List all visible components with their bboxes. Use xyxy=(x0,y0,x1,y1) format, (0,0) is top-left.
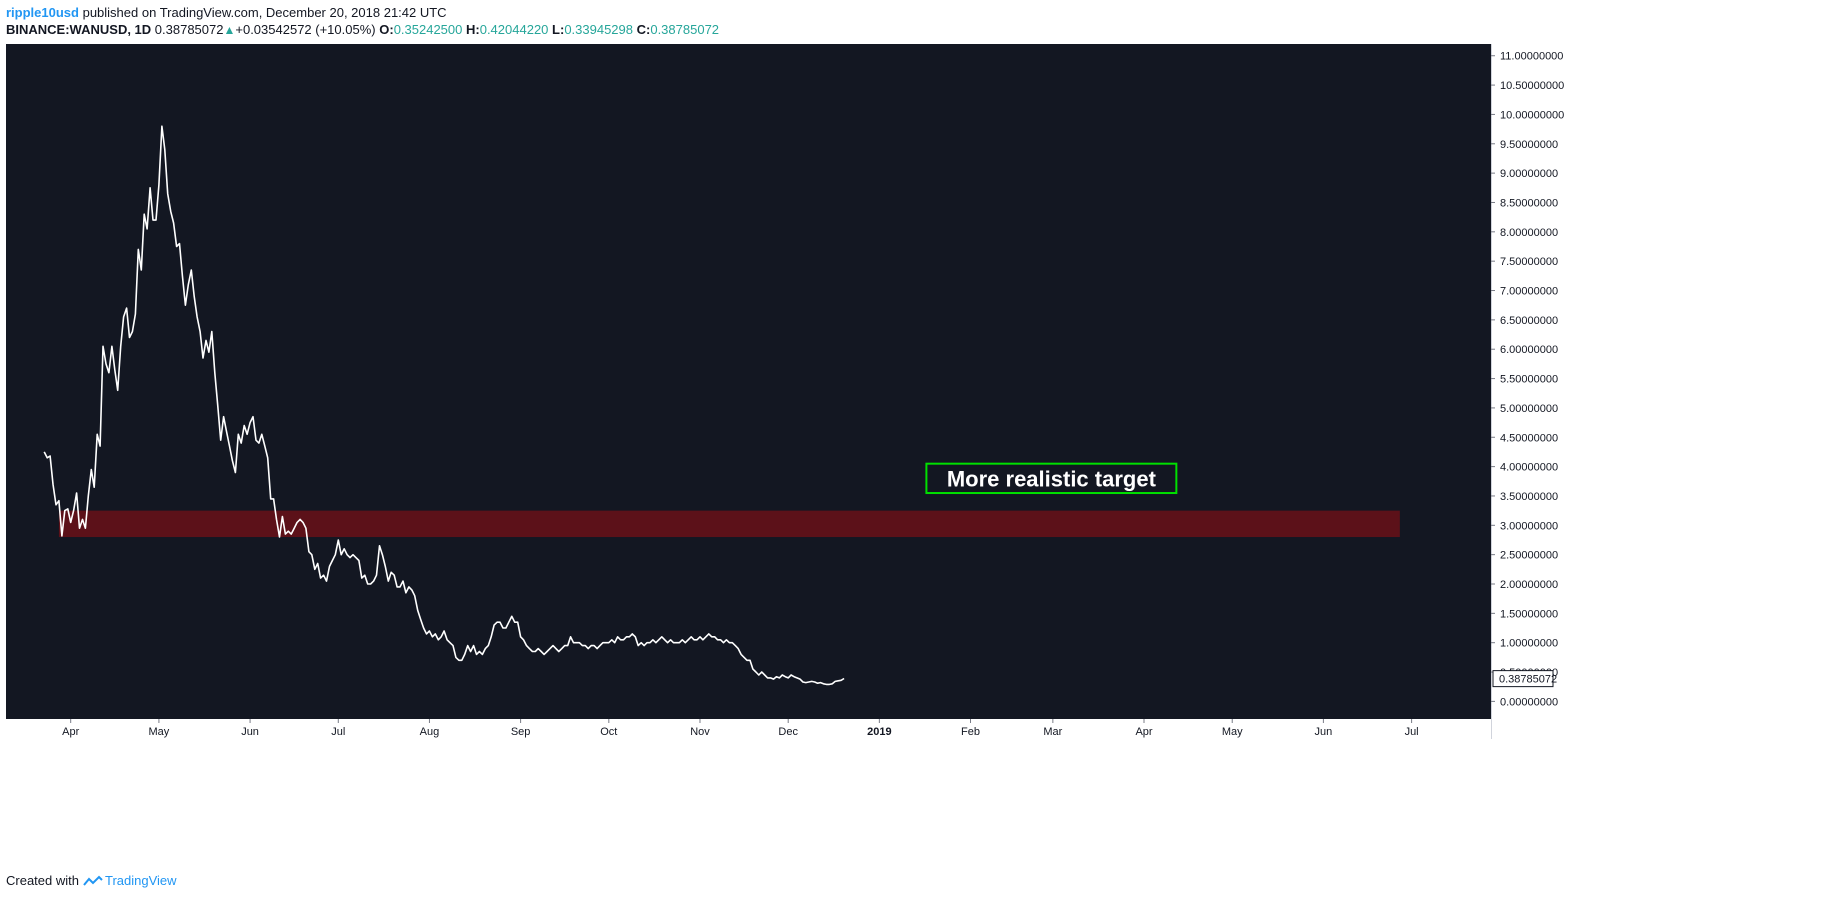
plot-background xyxy=(6,44,1491,719)
y-tick-label: 7.00000000 xyxy=(1500,286,1558,298)
x-tick-label: Jul xyxy=(331,726,345,738)
author-link[interactable]: ripple10usd xyxy=(6,5,79,20)
y-tick-label: 5.00000000 xyxy=(1500,403,1558,415)
x-tick-label: Jul xyxy=(1405,726,1419,738)
created-with-text: Created with xyxy=(6,873,79,888)
x-tick-label: Aug xyxy=(420,726,440,738)
close-value: 0.38785072 xyxy=(650,22,720,37)
x-tick-label: Apr xyxy=(62,726,79,738)
symbol-label: BINANCE:WANUSD, 1D xyxy=(6,22,152,37)
y-tick-label: 6.50000000 xyxy=(1500,315,1558,327)
y-tick-label: 6.00000000 xyxy=(1500,344,1558,356)
chart-area[interactable]: More realistic target 0.000000000.500000… xyxy=(6,44,1824,862)
y-tick-label: 2.00000000 xyxy=(1500,579,1558,591)
x-tick-label: Nov xyxy=(690,726,710,738)
y-tick-label: 1.50000000 xyxy=(1500,608,1558,620)
x-tick-label: Dec xyxy=(778,726,798,738)
y-tick-label: 9.50000000 xyxy=(1500,139,1558,151)
y-tick-label: 1.00000000 xyxy=(1500,638,1558,650)
change-value: +0.03542572 (+10.05%) xyxy=(235,22,376,37)
y-tick-label: 4.50000000 xyxy=(1500,432,1558,444)
y-tick-label: 5.50000000 xyxy=(1500,374,1558,386)
x-tick-label: Mar xyxy=(1043,726,1062,738)
last-value-badge xyxy=(1492,670,1554,688)
annotation-text: More realistic target xyxy=(947,466,1157,491)
chart-header: ripple10usd published on TradingView.com… xyxy=(6,4,1816,39)
x-tick-label: Feb xyxy=(961,726,980,738)
y-tick-label: 11.00000000 xyxy=(1500,51,1563,63)
y-tick-label: 2.50000000 xyxy=(1500,550,1558,562)
ohlc-line: BINANCE:WANUSD, 1D 0.38785072▲+0.0354257… xyxy=(6,21,1816,39)
high-label: H: xyxy=(466,22,480,37)
y-tick-label: 7.50000000 xyxy=(1500,256,1558,268)
x-tick-label: May xyxy=(149,726,170,738)
x-tick-label: Jun xyxy=(241,726,259,738)
up-arrow-icon: ▲ xyxy=(223,23,236,37)
annotation-box[interactable] xyxy=(925,462,1178,495)
tradingview-link[interactable]: TradingView xyxy=(83,873,177,888)
x-tick-label: Jun xyxy=(1315,726,1333,738)
price-line xyxy=(43,125,845,686)
time-scale[interactable] xyxy=(6,719,1491,739)
y-tick-label: 4.00000000 xyxy=(1500,462,1558,474)
y-tick-label: 0.00000000 xyxy=(1500,696,1558,708)
y-tick-label: 10.00000000 xyxy=(1500,109,1564,121)
close-label: C: xyxy=(636,22,651,37)
open-label: O: xyxy=(379,22,394,37)
y-tick-label: 3.00000000 xyxy=(1500,520,1558,532)
y-tick-label: 8.00000000 xyxy=(1500,227,1558,239)
last-value-label: 0.38785072 xyxy=(1499,674,1557,686)
publish-line: ripple10usd published on TradingView.com… xyxy=(6,4,1816,21)
x-tick-label: May xyxy=(1222,726,1243,738)
x-tick-label: Sep xyxy=(511,726,531,738)
x-tick-label: Oct xyxy=(600,726,617,738)
y-tick-label: 10.50000000 xyxy=(1500,80,1564,92)
footer: Created with TradingView xyxy=(6,873,177,888)
low-value: 0.33945298 xyxy=(564,22,633,37)
y-tick-label: 9.00000000 xyxy=(1500,168,1558,180)
tradingview-brand: TradingView xyxy=(104,873,177,888)
open-value: 0.35242500 xyxy=(393,22,463,37)
y-tick-label: 3.50000000 xyxy=(1500,491,1558,503)
high-value: 0.42044220 xyxy=(479,22,549,37)
low-label: L: xyxy=(552,22,565,37)
last-price: 0.38785072 xyxy=(154,22,224,37)
x-tick-label: 2019 xyxy=(867,726,891,738)
support-zone[interactable] xyxy=(58,510,1400,538)
y-tick-label: 8.50000000 xyxy=(1500,197,1558,209)
published-text: published on TradingView.com, December 2… xyxy=(82,5,447,20)
price-chart[interactable]: More realistic target 0.000000000.500000… xyxy=(6,44,1824,862)
tradingview-logo-icon xyxy=(83,875,103,886)
x-tick-label: Apr xyxy=(1135,726,1152,738)
